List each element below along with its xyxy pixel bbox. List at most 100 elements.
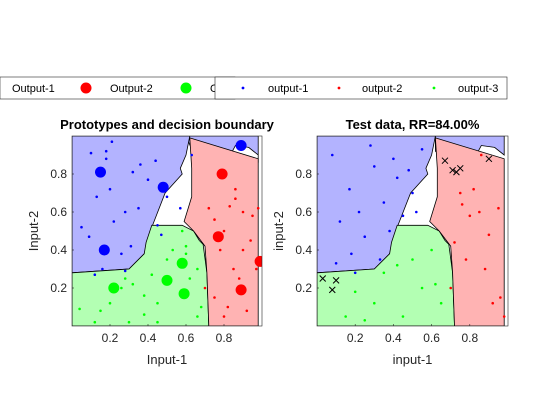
chart-panel-1: 0.2 0.4 0.6 0.8 0.2 0.4 0.6 0.8 Input-1 Input-2 Pr…	[26, 117, 275, 367]
data-point-class-1	[165, 195, 169, 199]
legend-marker	[241, 86, 245, 90]
x-tick-label: 0.6	[423, 331, 440, 345]
legend-label: output-1	[268, 83, 308, 95]
data-point-class-2	[237, 277, 241, 280]
data-point-class-3	[196, 267, 199, 271]
data-point-class-1	[415, 210, 418, 214]
misclassified-marker	[319, 275, 327, 282]
data-point-class-1	[350, 252, 353, 256]
data-point-class-1	[104, 149, 108, 153]
data-point-class-1	[338, 220, 342, 223]
prototype-class-1	[95, 166, 106, 178]
data-point-class-3	[93, 320, 97, 324]
x-tick-label: 0.8	[461, 331, 478, 345]
data-point-class-3	[411, 258, 414, 261]
data-point-class-2	[241, 248, 245, 252]
x-tick-label: 0.6	[178, 331, 195, 345]
data-point-class-1	[112, 220, 116, 223]
misclassified-marker	[449, 166, 456, 174]
prototype-class-2	[216, 168, 228, 180]
data-point-class-3	[395, 263, 399, 267]
data-point-class-3	[434, 282, 437, 286]
prototype-class-3	[161, 274, 173, 286]
misclassified-marker	[328, 286, 336, 294]
data-point-class-1	[378, 258, 382, 261]
data-point-class-2	[472, 187, 475, 191]
decision-region-class-2	[429, 137, 505, 326]
data-point-class-3	[127, 320, 131, 324]
data-point-class-2	[483, 267, 487, 271]
y-axis-label: input-2	[271, 211, 286, 251]
data-point-class-1	[120, 252, 123, 256]
data-point-class-3	[184, 252, 188, 256]
data-point-class-2	[468, 214, 472, 218]
data-point-class-1	[104, 157, 108, 161]
legend-right: output-1 output-2 output-3	[214, 76, 508, 100]
plot-area	[72, 136, 262, 326]
x-tick-label: 0.8	[216, 331, 233, 345]
data-point-class-1	[93, 273, 97, 277]
data-point-class-2	[241, 210, 245, 214]
chart-title: Test data, RR=84.00%	[346, 117, 480, 132]
y-tick-label: 0.8	[295, 167, 312, 181]
y-tick-label: 0.8	[50, 167, 67, 181]
data-point-class-1	[137, 206, 140, 210]
axes-box	[71, 135, 263, 327]
legend-label: output-3	[458, 83, 498, 95]
data-point-class-2	[207, 206, 211, 210]
misclassified-marker	[441, 157, 449, 165]
data-point-class-3	[401, 315, 405, 318]
data-point-class-3	[99, 309, 102, 313]
data-point-class-1	[146, 178, 150, 181]
data-point-class-2	[222, 229, 226, 233]
prototype-class-3	[176, 257, 188, 269]
data-point-class-1	[401, 214, 405, 218]
prototype-class-2	[254, 255, 262, 267]
data-point-class-1	[353, 271, 357, 275]
data-point-class-2	[464, 258, 468, 261]
legend-marker	[180, 82, 192, 94]
misclassified-marker	[456, 164, 464, 172]
data-point-class-1	[123, 210, 127, 214]
x-tick-label: 0.4	[140, 331, 157, 345]
data-point-class-1	[330, 153, 334, 157]
data-point-class-1	[363, 235, 367, 238]
data-point-class-3	[156, 301, 159, 305]
legend-marker	[80, 82, 92, 94]
data-point-class-1	[395, 176, 399, 180]
chart-title: Prototypes and decision boundary	[60, 117, 275, 132]
data-point-class-3	[142, 313, 146, 316]
data-point-class-3	[171, 248, 174, 252]
data-point-class-1	[156, 224, 159, 227]
data-point-class-3	[180, 229, 184, 233]
y-tick-label: 0.2	[295, 281, 312, 295]
prototype-class-2	[235, 284, 247, 296]
legend-marker	[337, 86, 341, 90]
x-tick-label: 0.2	[347, 331, 364, 345]
data-point-class-3	[108, 301, 112, 305]
data-point-class-2	[449, 286, 453, 290]
y-tick-label: 0.6	[295, 205, 312, 219]
data-point-class-3	[420, 286, 424, 290]
prototype-class-1	[157, 181, 169, 193]
data-point-class-3	[353, 290, 357, 294]
data-point-class-2	[256, 206, 260, 210]
data-point-class-1	[89, 151, 93, 155]
chart-panel-2: 0.2 0.4 0.6 0.8 0.2 0.4 0.6 0.8 input-1 input-2 Te…	[271, 117, 509, 367]
data-point-class-2	[251, 214, 254, 218]
legend-box	[214, 76, 508, 100]
data-point-class-2	[499, 296, 502, 299]
data-point-class-1	[420, 148, 424, 151]
data-point-class-1	[95, 195, 98, 199]
prototype-class-1	[98, 244, 110, 256]
data-point-class-1	[129, 244, 133, 248]
data-point-class-2	[497, 206, 500, 210]
y-tick-label: 0.4	[50, 243, 67, 257]
data-point-class-1	[154, 159, 157, 162]
data-point-class-2	[249, 239, 252, 242]
data-point-class-3	[382, 271, 386, 275]
data-point-class-3	[150, 273, 154, 277]
data-point-class-1	[80, 225, 83, 229]
data-point-class-1	[139, 163, 142, 166]
data-point-class-1	[131, 170, 135, 174]
